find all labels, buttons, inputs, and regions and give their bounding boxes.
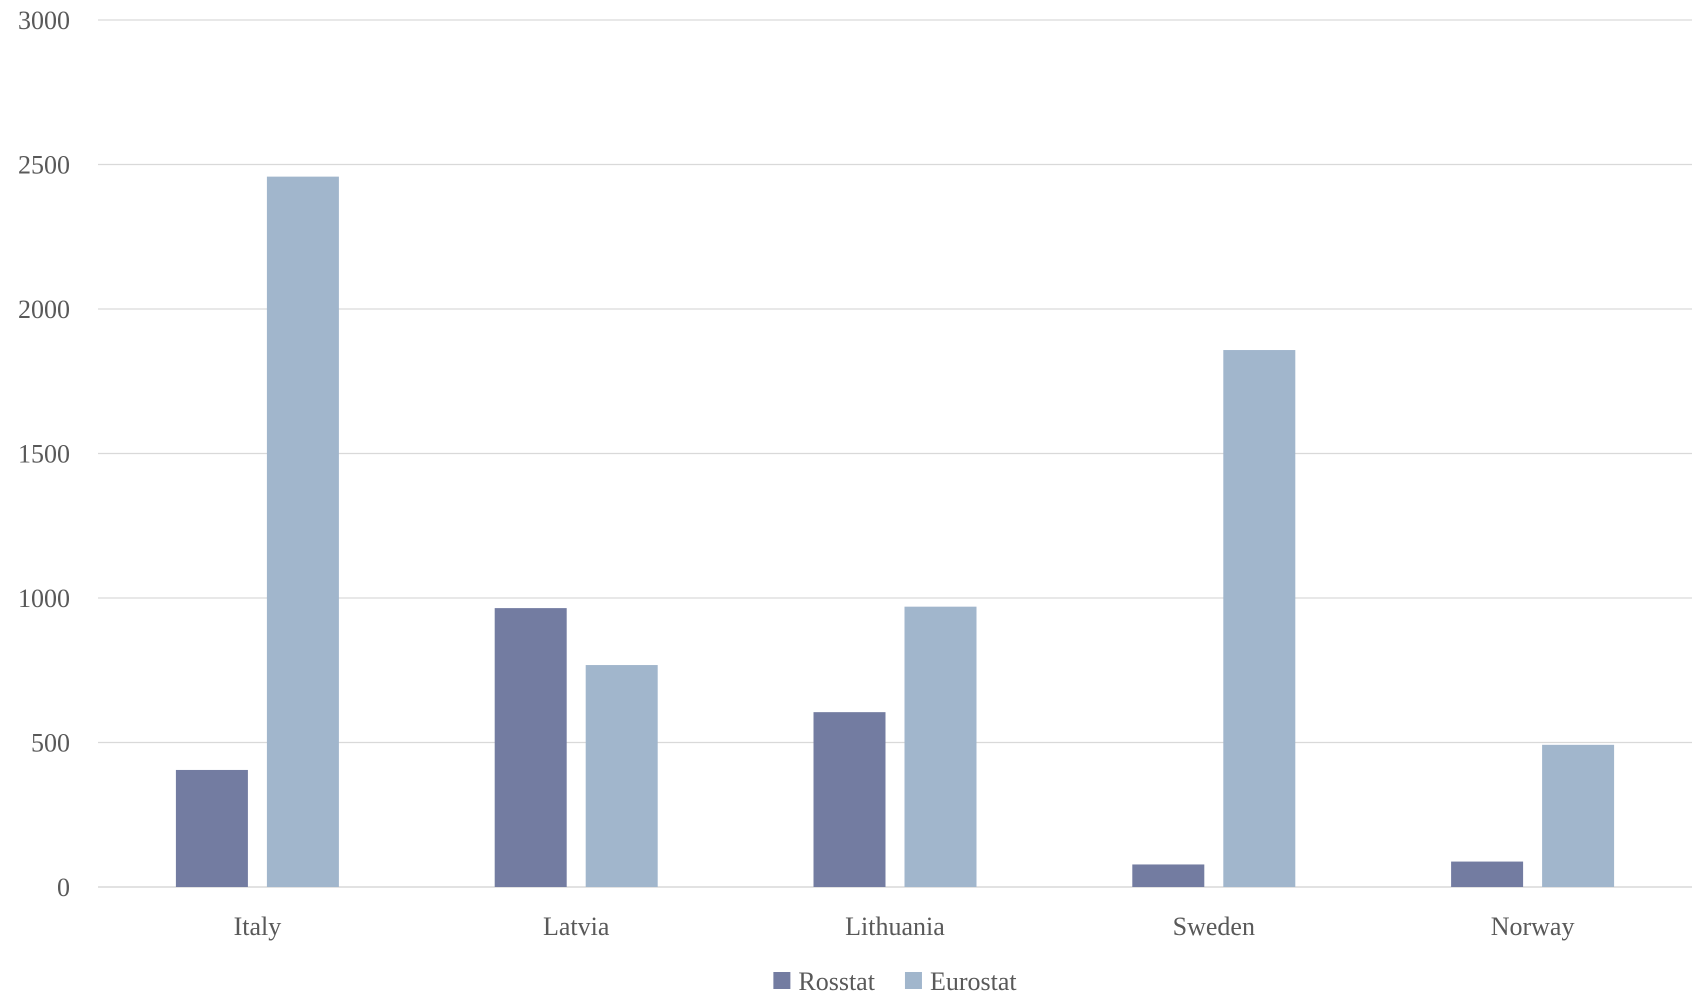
bar-eurostat-latvia <box>586 665 658 887</box>
bar-eurostat-lithuania <box>905 607 977 887</box>
legend-swatch <box>773 972 790 989</box>
x-tick-label: Latvia <box>543 912 610 941</box>
legend-label: Rosstat <box>798 967 875 996</box>
y-tick-label: 3000 <box>18 6 70 35</box>
legend-label: Eurostat <box>930 967 1017 996</box>
bar-eurostat-sweden <box>1223 350 1295 887</box>
x-tick-label: Lithuania <box>845 912 945 941</box>
y-tick-label: 2000 <box>18 295 70 324</box>
legend-swatch <box>905 972 922 989</box>
y-tick-label: 500 <box>31 729 70 758</box>
legend-item-rosstat: Rosstat <box>773 967 875 996</box>
x-tick-label: Italy <box>234 912 282 941</box>
y-tick-label: 1000 <box>18 584 70 613</box>
y-tick-label: 0 <box>57 873 70 902</box>
y-tick-label: 1500 <box>18 440 70 469</box>
legend: Rosstat Eurostat <box>773 967 1017 996</box>
x-tick-label: Norway <box>1491 912 1575 941</box>
bar-rosstat-latvia <box>495 608 567 887</box>
bar-rosstat-lithuania <box>814 712 886 887</box>
bar-rosstat-sweden <box>1132 864 1204 887</box>
bar-rosstat-italy <box>176 770 248 887</box>
y-tick-label: 2500 <box>18 151 70 180</box>
bar-rosstat-norway <box>1451 862 1523 887</box>
x-tick-label: Sweden <box>1173 912 1255 941</box>
x-axis-ticks: Italy Latvia Lithuania Sweden Norway <box>234 912 1575 941</box>
legend-item-eurostat: Eurostat <box>905 967 1017 996</box>
bars <box>176 177 1614 887</box>
bar-eurostat-italy <box>267 177 339 887</box>
y-axis-ticks: 0 500 1000 1500 2000 2500 3000 <box>18 6 70 902</box>
bar-eurostat-norway <box>1542 745 1614 887</box>
